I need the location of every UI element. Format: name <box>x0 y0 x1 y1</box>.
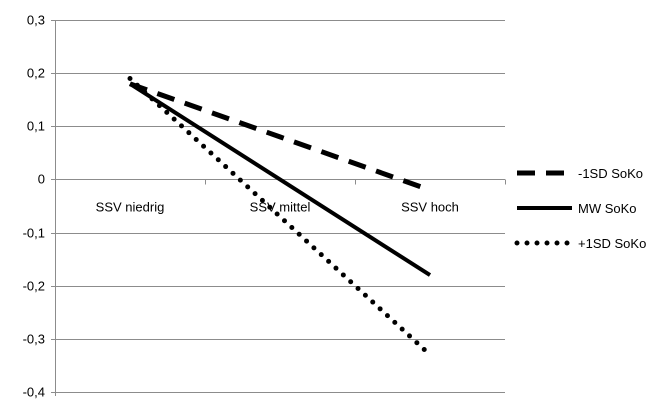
gridlines <box>55 20 505 393</box>
series-lines <box>127 76 433 358</box>
y-tick-label: -0,2 <box>23 279 45 294</box>
legend-label-3: +1SD SoKo <box>578 236 646 251</box>
y-tick-label: -0,4 <box>23 385 45 399</box>
series-line-2 <box>128 82 432 277</box>
series-line-1 <box>129 81 431 193</box>
y-tick-label: 0,1 <box>27 119 45 134</box>
category-label: SSV hoch <box>401 200 459 215</box>
legend-label-2: MW SoKo <box>578 201 637 216</box>
category-label: SSV mittel <box>250 200 311 215</box>
y-tick-labels: 0,3 0,2 0,1 0 -0,1 -0,2 -0,3 -0,4 <box>23 13 45 399</box>
y-tick-label: -0,3 <box>23 332 45 347</box>
y-tick-label: 0,3 <box>27 13 45 28</box>
category-labels: SSV niedrig SSV mittel SSV hoch <box>96 200 459 215</box>
category-label: SSV niedrig <box>96 200 165 215</box>
y-tick-label: 0 <box>38 172 45 187</box>
y-tick-label: 0,2 <box>27 66 45 81</box>
y-tick-label: -0,1 <box>23 226 45 241</box>
series-line-3 <box>127 76 433 358</box>
legend-label-1: -1SD SoKo <box>578 166 643 181</box>
legend: -1SD SoKo MW SoKo +1SD SoKo <box>514 166 646 251</box>
